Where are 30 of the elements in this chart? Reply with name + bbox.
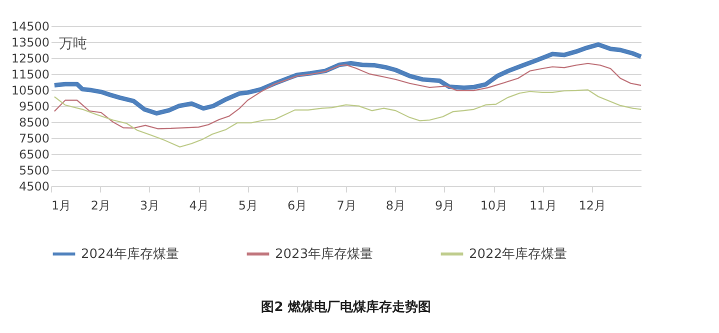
y-tick-label: 5500 — [18, 164, 50, 178]
line-series — [54, 89, 642, 148]
y-tick-label: 13500 — [11, 36, 50, 50]
y-axis-title: 万吨 — [59, 36, 87, 52]
x-tick-label: 5月 — [238, 198, 258, 212]
x-tick-label: 7月 — [336, 198, 356, 212]
y-tick-label: 4500 — [18, 180, 50, 194]
x-tick-label: 12月 — [578, 198, 606, 212]
x-tick-label: 11月 — [530, 198, 557, 212]
y-tick-label: 6500 — [18, 148, 50, 162]
x-tick-label: 6月 — [288, 198, 308, 212]
y-tick-label: 8500 — [18, 116, 50, 130]
y-tick-label: 10500 — [11, 84, 50, 98]
legend-label: 2023年库存煤量 — [275, 247, 374, 262]
x-tick-label: 4月 — [189, 198, 209, 212]
x-tick-label: 3月 — [140, 198, 160, 212]
x-tick-label: 9月 — [435, 198, 455, 212]
x-tick-label: 1月 — [52, 198, 72, 212]
y-tick-label: 12500 — [11, 52, 50, 66]
y-tick-label: 11500 — [11, 68, 50, 82]
legend-label: 2022年库存煤量 — [469, 247, 568, 262]
text: 图2 燃煤电厂电煤库存走势图 — [261, 299, 431, 315]
x-tick-label: 8月 — [386, 198, 406, 212]
x-tick-label: 10月 — [480, 198, 508, 212]
y-tick-label: 9500 — [18, 100, 50, 114]
legend-label: 2024年库存煤量 — [81, 247, 180, 262]
x-tick-label: 2月 — [90, 198, 110, 212]
line-series — [54, 62, 642, 130]
y-tick-label: 7500 — [18, 132, 50, 146]
y-tick-label: 14500 — [11, 20, 50, 34]
